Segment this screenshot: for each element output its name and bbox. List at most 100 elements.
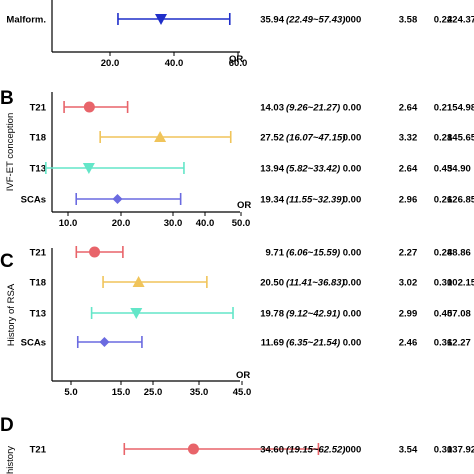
x-tick-label: 10.0 (59, 218, 78, 229)
stat-value-1: 2.46 (399, 338, 418, 349)
stat-value-3: 145.65 (447, 133, 474, 144)
x-tick-label: 20.0 (112, 218, 131, 229)
ci-value: (19.15~62.52) (286, 445, 345, 456)
stat-value-2: 0.40 (434, 309, 453, 320)
stat-value-3: 88.86 (447, 248, 471, 259)
or-point-diamond (99, 337, 110, 347)
or-value: 35.94 (260, 15, 284, 26)
row-label: T13 (30, 164, 46, 175)
row-label: T21 (30, 248, 47, 259)
p-value: 0.00 (343, 278, 362, 289)
x-tick-label: 50.0 (232, 218, 251, 229)
panel-letter: C (0, 251, 14, 272)
row-label: SCAs (21, 338, 46, 349)
stat-value-1: 2.99 (399, 309, 418, 320)
stat-value-1: 3.02 (399, 278, 418, 289)
stat-value-3: 102.15 (447, 278, 474, 289)
ci-value: (11.41~36.83) (286, 278, 345, 289)
stat-value-1: 2.64 (399, 164, 418, 175)
p-value: .000 (343, 445, 362, 456)
stat-value-1: 3.58 (399, 15, 418, 26)
y-axis-label: History of RSA (6, 283, 17, 346)
stat-value-2: 0.45 (434, 164, 453, 175)
or-value: 19.78 (260, 309, 284, 320)
stat-value-3: 126.85 (447, 195, 474, 206)
stat-value-1: 2.27 (399, 248, 418, 259)
stat-value-1: 3.32 (399, 133, 418, 144)
p-value: 0.00 (343, 195, 362, 206)
or-point-triangle-down (82, 163, 95, 174)
or-value: 13.94 (260, 164, 284, 175)
or-point-triangle-down (130, 308, 143, 319)
p-value: 0.00 (343, 248, 362, 259)
stat-value-3: 154.98 (447, 103, 474, 114)
x-tick-label: 5.0 (64, 387, 77, 398)
or-point-diamond (112, 194, 123, 204)
x-tick-label: 60.0 (229, 58, 248, 69)
ci-value: (5.82~33.42) (286, 164, 340, 175)
or-value: 9.71 (266, 248, 285, 259)
stat-value-3: 34.90 (447, 164, 471, 175)
or-value: 27.52 (260, 133, 284, 144)
stat-value-3: 224.37 (447, 15, 474, 26)
p-value: 0.00 (343, 164, 362, 175)
stat-value-2: 0.28 (434, 133, 453, 144)
stat-value-3: 137.92 (447, 445, 474, 456)
x-tick-label: 45.0 (233, 387, 252, 398)
row-label: SCAs (21, 195, 46, 206)
or-axis-label: OR (229, 54, 243, 65)
or-value: 11.69 (261, 338, 284, 349)
x-tick-label: 25.0 (144, 387, 163, 398)
ci-value: (9.12~42.91) (286, 309, 340, 320)
x-tick-label: 20.0 (101, 58, 120, 69)
or-value: 34.60 (260, 445, 284, 456)
ci-value: (6.35~21.54) (286, 338, 340, 349)
stat-value-2: 0.30 (434, 445, 453, 456)
or-value: 20.50 (260, 278, 284, 289)
panel-letter: B (0, 88, 14, 109)
row-label: T18 (30, 133, 46, 144)
row-label: T21 (30, 445, 47, 456)
ci-value: (11.55~32.39) (286, 195, 345, 206)
ci-value: (9.26~21.27) (286, 103, 340, 114)
panel-letter: D (0, 415, 14, 436)
x-tick-label: 40.0 (165, 58, 184, 69)
or-point-triangle-up (154, 131, 167, 142)
ci-value: (16.07~47.15) (286, 133, 345, 144)
row-label: T18 (30, 278, 46, 289)
stat-value-2: 0.24 (434, 248, 453, 259)
row-label: T13 (30, 309, 46, 320)
or-value: 19.34 (260, 195, 284, 206)
or-axis-label: OR (237, 200, 251, 211)
p-value: 0.00 (343, 338, 362, 349)
or-point-triangle-up (132, 276, 145, 287)
or-point-circle (89, 246, 101, 258)
x-tick-label: 35.0 (190, 387, 209, 398)
row-label: T21 (30, 103, 47, 114)
or-value: 14.03 (260, 103, 284, 114)
stat-value-1: 2.96 (399, 195, 418, 206)
row-label: Malform. (6, 15, 46, 26)
stat-value-2: 0.30 (434, 278, 453, 289)
stat-value-1: 2.64 (399, 103, 418, 114)
p-value: 0.00 (343, 133, 362, 144)
p-value: 0.00 (343, 103, 362, 114)
ci-value: (22.49~57.43) (286, 15, 345, 26)
stat-value-3: 62.27 (447, 338, 471, 349)
stat-value-3: 57.08 (447, 309, 471, 320)
stat-value-2: 0.21 (434, 103, 453, 114)
x-tick-label: 40.0 (196, 218, 215, 229)
p-value: .000 (343, 15, 362, 26)
or-point-circle (187, 443, 199, 455)
p-value: 0.00 (343, 309, 362, 320)
stat-value-2: 0.24 (434, 15, 453, 26)
y-axis-label: IVF-ET conception (5, 113, 16, 192)
or-axis-label: OR (236, 370, 250, 381)
y-axis-label: history (5, 446, 16, 474)
stat-value-2: 0.26 (434, 195, 453, 206)
or-point-circle (83, 101, 95, 113)
x-tick-label: 15.0 (112, 387, 131, 398)
or-point-triangle-down (155, 14, 168, 25)
x-tick-label: 30.0 (164, 218, 183, 229)
